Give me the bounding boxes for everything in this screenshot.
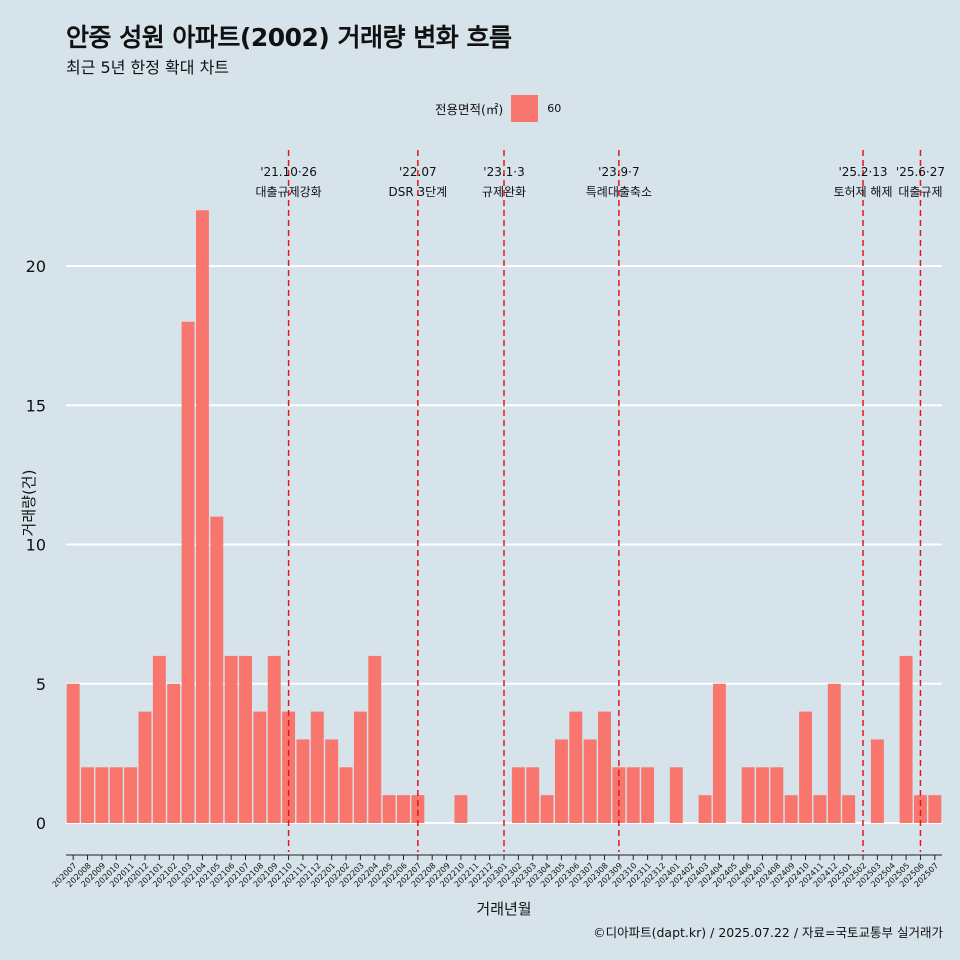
bar <box>368 655 382 823</box>
bar <box>741 767 755 823</box>
y-tick-label: 15 <box>26 396 46 415</box>
bar <box>784 795 798 823</box>
y-tick-label: 0 <box>36 814 46 833</box>
legend-key-swatch <box>511 94 539 122</box>
bar <box>339 767 353 823</box>
annotation-date: '25.6·27 <box>896 165 945 179</box>
bar <box>598 711 611 823</box>
bar <box>899 655 913 823</box>
annotation-label: 대출규제 <box>898 185 942 199</box>
bar <box>454 795 468 823</box>
bar <box>712 683 726 823</box>
bar <box>641 767 655 823</box>
bar <box>353 711 367 823</box>
bar <box>181 321 195 823</box>
annotation-label: 토허제 해제 <box>834 185 893 199</box>
bar <box>511 767 525 823</box>
bar <box>397 795 410 823</box>
bar <box>913 795 927 823</box>
bar <box>928 795 942 823</box>
bar <box>669 767 683 823</box>
chart-subtitle: 최근 5년 한정 확대 차트 <box>66 58 230 77</box>
bar <box>210 516 224 823</box>
bar <box>296 739 310 823</box>
bar <box>239 655 252 823</box>
bar <box>569 711 583 823</box>
bar <box>224 655 238 823</box>
bar <box>109 767 123 823</box>
bar <box>95 767 109 823</box>
bar <box>770 767 784 823</box>
bar <box>325 739 339 823</box>
bar <box>81 767 95 823</box>
annotation-label: 특례대출축소 <box>586 185 652 199</box>
bar <box>554 739 568 823</box>
annotation-date: '25.2·13 <box>838 165 887 179</box>
bar <box>66 683 80 823</box>
annotation-date: '23.9·7 <box>598 165 639 179</box>
bar <box>583 739 597 823</box>
bar <box>310 711 324 823</box>
y-tick-label: 5 <box>36 675 46 694</box>
bar <box>382 795 396 823</box>
x-axis-title: 거래년월 <box>476 900 531 918</box>
bar <box>870 739 884 823</box>
bar <box>698 795 712 823</box>
annotation-date: '23.1·3 <box>483 165 524 179</box>
bar <box>842 795 856 823</box>
annotation-label: DSR 3단계 <box>388 185 447 199</box>
y-axis-title: 거래량(건) <box>20 470 38 537</box>
annotation-date: '22.07 <box>399 165 437 179</box>
annotation-label: 규제완화 <box>482 185 526 199</box>
annotation-date: '21.10·26 <box>260 165 317 179</box>
bar <box>799 711 813 823</box>
bar <box>282 711 296 823</box>
source-caption: ©디아파트(dapt.kr) / 2025.07.22 / 자료=국토교통부 실… <box>593 925 943 940</box>
bar <box>195 210 209 824</box>
bar <box>540 795 554 823</box>
bar <box>411 795 425 823</box>
bar <box>267 655 281 823</box>
bar <box>756 767 769 823</box>
bar <box>253 711 267 823</box>
bar <box>167 683 181 823</box>
y-tick-label: 10 <box>26 536 46 555</box>
chart-title: 안중 성원 아파트(2002) 거래량 변화 흐름 <box>66 23 512 52</box>
legend: 전용면적(㎡) 60 <box>435 93 561 123</box>
bar <box>138 711 152 823</box>
bar <box>626 767 640 823</box>
y-tick-label: 20 <box>26 257 46 276</box>
bar <box>152 655 166 823</box>
bar <box>124 767 138 823</box>
bar <box>813 795 827 823</box>
annotation-label: 대출규제강화 <box>255 185 321 199</box>
bar <box>526 767 540 823</box>
bar <box>827 683 841 823</box>
legend-item-label: 60 <box>547 101 562 115</box>
legend-title: 전용면적(㎡) <box>435 101 504 117</box>
